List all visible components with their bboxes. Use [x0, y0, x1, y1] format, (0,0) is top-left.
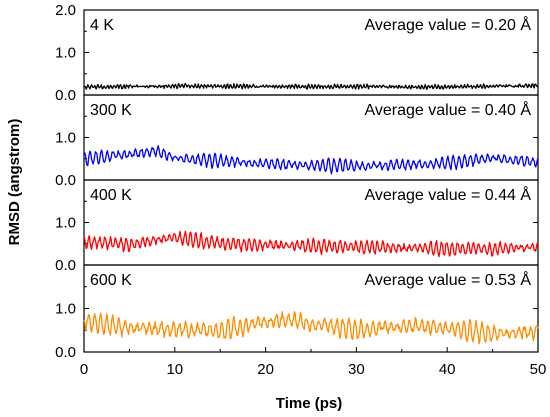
- x-tick-label: 30: [348, 361, 365, 378]
- panel-4: 0.0 1.0 600 K Average value = 0.53 Å: [55, 264, 539, 361]
- y-tick-label: 1.0: [55, 130, 76, 147]
- x-tick-label: 20: [257, 361, 274, 378]
- panel-1: 0.0 1.0 2.0 4 K Average value = 0.20 Å: [55, 2, 539, 104]
- panel-2: 0.0 1.0 300 K Average value = 0.40 Å: [55, 94, 539, 189]
- panels: 0.0 1.0 2.0 4 K Average value = 0.20 Å 0.0 1.0…: [55, 2, 539, 361]
- x-tick-label: 10: [166, 361, 183, 378]
- temperature-label: 4 K: [90, 17, 114, 34]
- temperature-label: 400 K: [90, 187, 132, 204]
- average-annotation: Average value = 0.53 Å: [365, 270, 532, 289]
- y-tick-label: 0.0: [55, 87, 76, 104]
- y-tick-label: 1.0: [55, 301, 76, 318]
- x-axis: 0 10 20 30 40 50: [80, 347, 547, 378]
- series-line: [83, 230, 539, 258]
- average-annotation: Average value = 0.40 Å: [365, 100, 532, 119]
- series-line: [83, 82, 539, 91]
- average-annotation: Average value = 0.44 Å: [365, 185, 532, 204]
- series-line: [83, 310, 539, 345]
- y-tick-label: 1.0: [55, 45, 76, 62]
- x-tick-label: 50: [530, 361, 547, 378]
- y-tick-label: 1.0: [55, 215, 76, 232]
- panel-3: 0.0 1.0 400 K Average value = 0.44 Å: [55, 179, 539, 274]
- average-annotation: Average value = 0.20 Å: [365, 15, 532, 34]
- y-tick-label: 2.0: [55, 2, 76, 19]
- series-line: [83, 145, 539, 175]
- x-tick-label: 0: [80, 361, 88, 378]
- y-tick-label: 0.0: [55, 344, 76, 361]
- x-axis-title: Time (ps): [276, 395, 342, 412]
- temperature-label: 300 K: [90, 102, 132, 119]
- temperature-label: 600 K: [90, 272, 132, 289]
- x-tick-label: 40: [439, 361, 456, 378]
- y-axis-title: RMSD (angstrom): [6, 119, 23, 246]
- y-tick-label: 0.0: [55, 172, 76, 189]
- y-tick-label: 0.0: [55, 257, 76, 274]
